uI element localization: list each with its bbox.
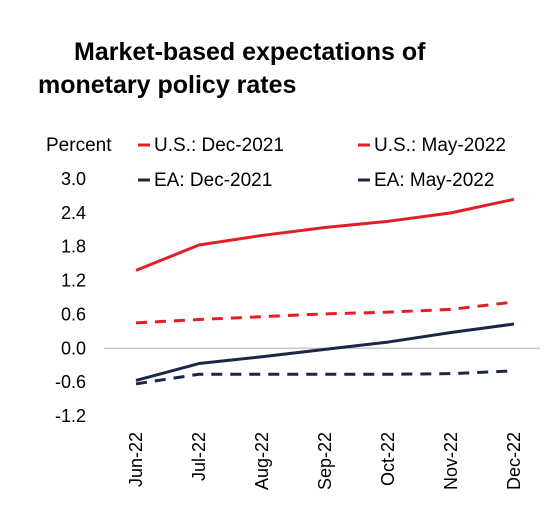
y-axis-label: Percent: [46, 135, 112, 156]
chart-title-line-1: Market-based expectations of: [74, 38, 426, 66]
x-tick-label: Jul-22: [189, 432, 209, 481]
y-tick-label: 1.8: [61, 237, 86, 257]
legend-label: EA: May-2022: [374, 170, 494, 191]
x-tick-label: Dec-22: [504, 432, 524, 490]
legend-label: U.S.: Dec-2021: [154, 135, 284, 156]
series-line-u-s-dec-2021: [135, 300, 515, 325]
x-tick-label: Sep-22: [315, 432, 335, 490]
y-tick-label: -1.2: [55, 406, 86, 426]
series-lines: [135, 197, 515, 386]
y-tick-label: 0.0: [61, 338, 86, 358]
chart-title: Market-based expectations of monetary po…: [38, 36, 538, 102]
legend-label: U.S.: May-2022: [374, 135, 506, 156]
x-tick-label: Oct-22: [378, 432, 398, 486]
y-tick-label: -0.6: [55, 372, 86, 392]
legend: U.S.: Dec-2021 U.S.: May-2022 EA: Dec-2021…: [138, 135, 506, 191]
x-tick-label: Aug-22: [252, 432, 272, 490]
y-tick-label: 2.4: [61, 203, 86, 223]
legend-label: EA: Dec-2021: [154, 170, 272, 191]
y-tick-label: 0.6: [61, 304, 86, 324]
chart-title-line-2: monetary policy rates: [38, 71, 297, 99]
series-line-u-s-may-2022: [135, 197, 515, 272]
y-tick-label: 1.2: [61, 271, 86, 291]
series-line-ea-dec-2021: [135, 369, 515, 386]
x-tick-label: Jun-22: [126, 432, 146, 487]
series-line-ea-may-2022: [135, 322, 515, 382]
y-axis-ticks: 3.0 2.4 1.8 1.2 0.6 0.0 -0.6 -1.2: [55, 169, 86, 426]
x-axis-ticks: Jun-22 Jul-22 Aug-22 Sep-22 Oct-22 Nov-22 Dec-…: [126, 432, 524, 490]
y-tick-label: 3.0: [61, 169, 86, 189]
x-tick-label: Nov-22: [441, 432, 461, 490]
